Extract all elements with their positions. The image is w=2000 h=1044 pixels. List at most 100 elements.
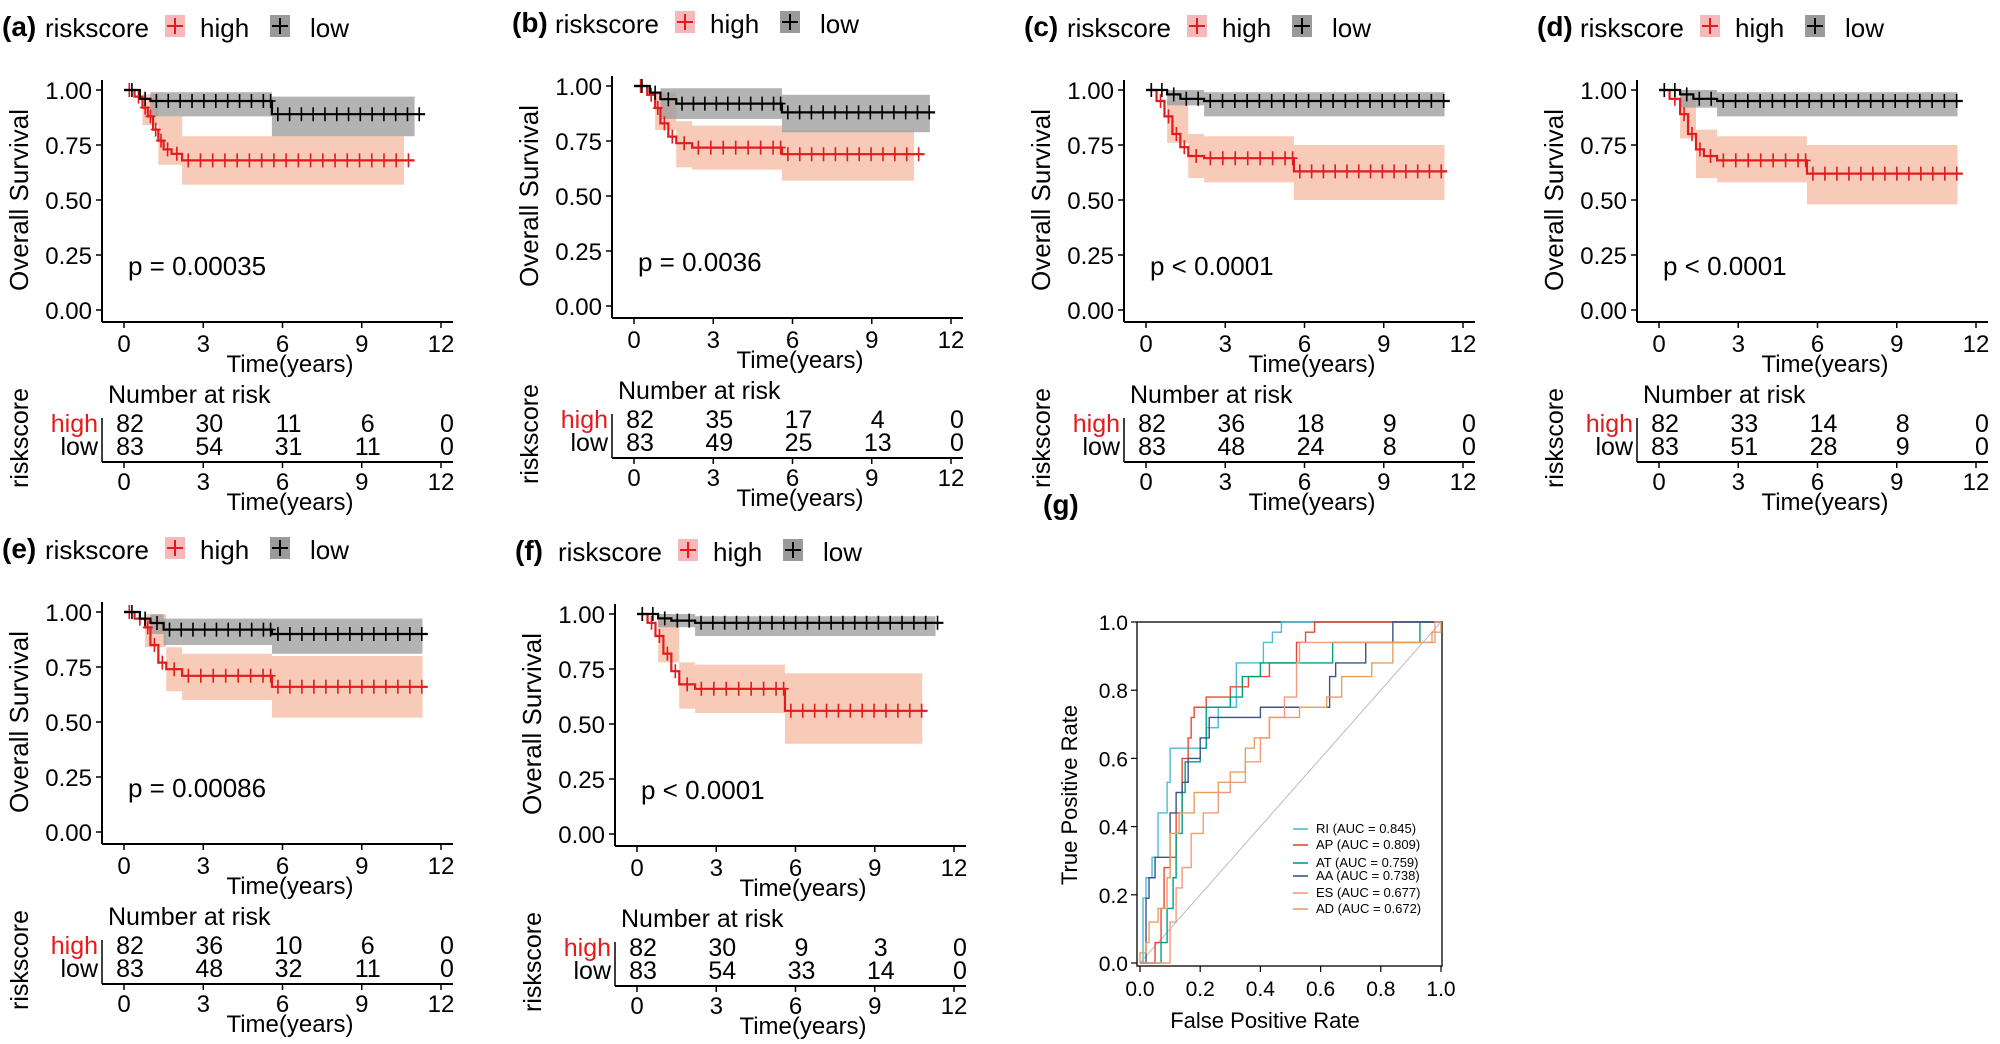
censor-mark bbox=[234, 94, 245, 108]
censor-mark bbox=[305, 153, 316, 168]
ci-band-low bbox=[1659, 90, 1958, 117]
risk-count: 9 bbox=[795, 934, 809, 962]
y-axis-label: Overall Survival bbox=[4, 631, 34, 813]
y-tick-label: 1.00 bbox=[1067, 78, 1114, 105]
censor-mark bbox=[797, 703, 808, 718]
censor-mark bbox=[1755, 153, 1766, 168]
risk-count: 54 bbox=[195, 433, 223, 461]
risk-count: 0 bbox=[950, 429, 964, 457]
risk-count: 17 bbox=[785, 406, 813, 434]
x-tick-label: 6 bbox=[789, 855, 802, 882]
censor-mark bbox=[854, 147, 865, 162]
censor-mark bbox=[731, 615, 742, 630]
censor-mark bbox=[330, 153, 341, 168]
x-tick-label: 12 bbox=[1963, 331, 1990, 358]
censor-mark bbox=[195, 153, 206, 168]
censor-mark bbox=[757, 96, 768, 111]
y-axis-label: True Positive Rate bbox=[1057, 705, 1082, 885]
censor-mark bbox=[149, 638, 160, 652]
censor-mark bbox=[368, 679, 379, 694]
risk-table-title: Number at risk bbox=[1130, 381, 1293, 409]
censor-mark bbox=[416, 679, 427, 694]
censor-marks-low bbox=[1146, 83, 1449, 108]
censor-mark bbox=[711, 96, 722, 111]
censor-mark bbox=[211, 622, 222, 637]
censor-mark bbox=[670, 664, 681, 679]
km-panel-c: (c) riskscore high low0.000.250.500.751.000… bbox=[1024, 11, 1476, 516]
censor-mark bbox=[699, 96, 710, 111]
censor-mark bbox=[1267, 151, 1278, 166]
legend-marker-low bbox=[785, 542, 801, 558]
censor-mark bbox=[1306, 164, 1317, 179]
legend-label-low: low bbox=[310, 535, 349, 565]
censor-mark bbox=[814, 615, 825, 630]
censor-mark bbox=[650, 85, 661, 100]
censor-mark bbox=[403, 153, 414, 168]
x-tick-label: 0.4 bbox=[1246, 978, 1276, 1001]
censor-mark bbox=[842, 147, 853, 162]
risk-count: 0 bbox=[1462, 410, 1476, 438]
censor-mark bbox=[380, 679, 391, 694]
censor-mark bbox=[1168, 87, 1179, 102]
x-tick-label: 0.8 bbox=[1366, 978, 1395, 1001]
censor-mark bbox=[1352, 94, 1363, 108]
censor-mark bbox=[198, 94, 209, 108]
risk-count: 8 bbox=[1383, 433, 1397, 461]
censor-mark bbox=[162, 142, 173, 157]
censor-mark bbox=[682, 677, 693, 692]
risk-x-tick-label: 3 bbox=[1219, 469, 1232, 496]
p-value: p = 0.00086 bbox=[128, 773, 266, 803]
censor-mark bbox=[272, 627, 283, 641]
censor-mark bbox=[183, 153, 194, 168]
censor-mark bbox=[637, 607, 648, 621]
legend-marker-low bbox=[1807, 18, 1823, 34]
censor-mark bbox=[320, 627, 331, 641]
censor-mark bbox=[1730, 94, 1741, 108]
censor-mark bbox=[1400, 164, 1411, 179]
legend: riskscore high low bbox=[1067, 13, 1371, 43]
censor-mark bbox=[1807, 166, 1818, 181]
censor-mark bbox=[1364, 94, 1375, 108]
y-tick-label: 0.50 bbox=[555, 184, 602, 211]
censor-mark bbox=[1318, 164, 1329, 179]
censor-mark bbox=[220, 668, 231, 683]
censor-mark bbox=[821, 703, 832, 718]
y-tick-label: 0.25 bbox=[45, 765, 92, 792]
censor-mark bbox=[195, 668, 206, 683]
censor-marks-low bbox=[636, 79, 935, 120]
y-tick-label: 1.0 bbox=[1099, 612, 1128, 635]
censor-mark bbox=[268, 153, 279, 168]
risk-table-ylabel: riskscore bbox=[519, 912, 547, 1012]
km-panel-f: (f) riskscore high low0.000.250.500.751.000… bbox=[515, 535, 967, 1040]
p-value: p < 0.0001 bbox=[641, 775, 765, 805]
risk-count: 31 bbox=[275, 433, 303, 461]
censor-mark bbox=[1254, 94, 1265, 108]
risk-count: 0 bbox=[1975, 410, 1989, 438]
censor-mark bbox=[354, 153, 365, 168]
censor-marks-low bbox=[126, 605, 427, 641]
x-axis-label: Time(years) bbox=[226, 873, 353, 900]
risk-row-label-high: high bbox=[1586, 410, 1633, 438]
x-tick-label: 1.0 bbox=[1426, 978, 1455, 1001]
legend: riskscore high low bbox=[555, 9, 859, 39]
censor-mark bbox=[1156, 83, 1167, 97]
risk-table-title: Number at risk bbox=[108, 903, 271, 931]
censor-mark bbox=[818, 105, 829, 120]
x-axis-label: Time(years) bbox=[736, 347, 863, 374]
risk-count: 11 bbox=[276, 410, 302, 438]
risk-count: 0 bbox=[950, 406, 964, 434]
risk-count: 33 bbox=[788, 957, 816, 985]
roc-legend: RI (AUC = 0.845)AP (AUC = 0.809) AT (AUC … bbox=[1293, 821, 1421, 916]
x-tick-label: 0 bbox=[630, 855, 643, 882]
censor-mark bbox=[743, 615, 754, 630]
censor-mark bbox=[912, 105, 923, 120]
censor-mark bbox=[766, 615, 777, 630]
panel-label: (e) bbox=[2, 533, 36, 564]
risk-count: 33 bbox=[1730, 410, 1758, 438]
y-tick-label: 0.2 bbox=[1099, 885, 1128, 908]
censor-mark bbox=[207, 153, 218, 168]
legend-label-low: low bbox=[1332, 13, 1371, 43]
censor-mark bbox=[1791, 94, 1802, 108]
censor-mark bbox=[889, 147, 900, 162]
censor-mark bbox=[1171, 127, 1182, 141]
